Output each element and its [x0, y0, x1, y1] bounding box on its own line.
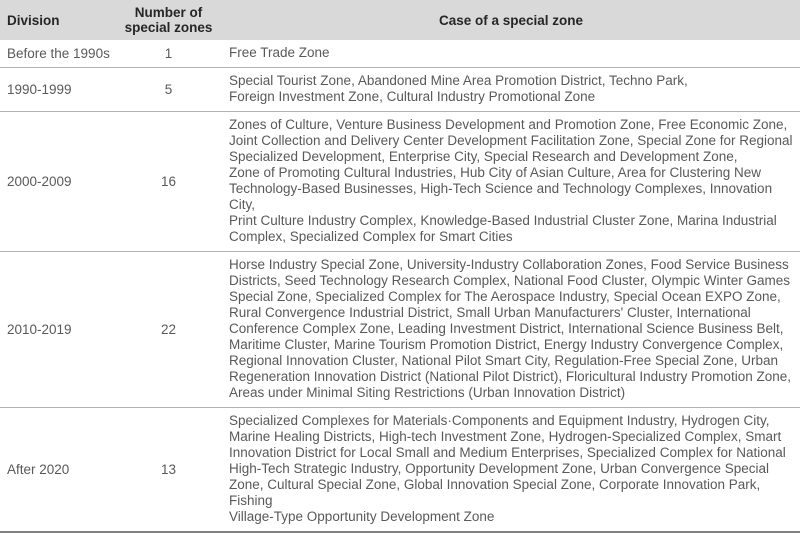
count-cell: 1: [164, 46, 173, 61]
table-row: 2010-2019 22 Horse Industry Special Zone…: [0, 252, 800, 408]
division-cell: Before the 1990s: [7, 46, 110, 61]
column-header-case-of-special-zone: Case of a special zone: [438, 12, 584, 28]
table-row: 2000-2009 16 Zones of Culture, Venture B…: [0, 112, 800, 252]
division-cell: 2010-2019: [7, 322, 72, 337]
division-cell: 1990-1999: [7, 82, 72, 97]
cases-cell: Zones of Culture, Venture Business Devel…: [229, 117, 793, 244]
table-row: 1990-1999 5 Special Tourist Zone, Abando…: [0, 68, 800, 112]
division-cell: 2000-2009: [7, 174, 72, 189]
cases-cell: Specialized Complexes for Materials·Comp…: [229, 413, 786, 524]
table-row: After 2020 13 Specialized Complexes for …: [0, 408, 800, 533]
cases-cell: Free Trade Zone: [229, 45, 330, 60]
column-header-number-of-special-zones: Number of special zones: [124, 4, 213, 36]
count-cell: 16: [160, 174, 177, 189]
column-header-division: Division: [7, 12, 60, 28]
cases-cell: Horse Industry Special Zone, University-…: [229, 257, 791, 400]
cases-cell: Special Tourist Zone, Abandoned Mine Are…: [229, 73, 688, 104]
count-cell: 5: [164, 82, 173, 97]
count-cell: 22: [160, 322, 177, 337]
table-header-row: Division Number of special zones Case of…: [0, 0, 800, 40]
table-row: Before the 1990s 1 Free Trade Zone: [0, 40, 800, 68]
count-cell: 13: [160, 462, 177, 477]
division-cell: After 2020: [7, 462, 70, 477]
